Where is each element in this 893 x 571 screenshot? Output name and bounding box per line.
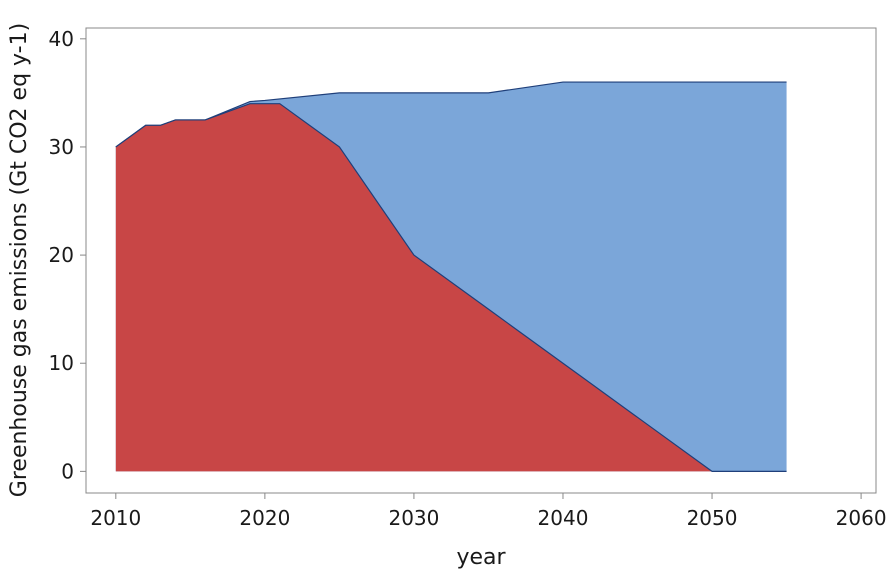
- x-axis-title: year: [456, 545, 506, 570]
- y-tick-label: 0: [61, 459, 74, 483]
- y-axis: 0 10 20 30 40: [49, 27, 86, 483]
- x-axis: 2010 2020 2030 2040 2050 2060: [90, 493, 887, 530]
- area-series-group: [115, 81, 787, 472]
- area-series-2: [115, 103, 787, 472]
- x-tick-label: 2020: [239, 506, 290, 530]
- y-tick-label: 10: [49, 351, 74, 375]
- x-tick-label: 2040: [538, 506, 589, 530]
- area-series-2-outline: [115, 103, 787, 472]
- x-tick-label: 2050: [687, 506, 738, 530]
- y-axis-title: Greenhouse gas emissions (Gt CO2 eq y-1): [7, 23, 32, 497]
- x-tick-label: 2060: [836, 506, 887, 530]
- y-tick-label: 30: [49, 135, 74, 159]
- y-tick-label: 40: [49, 27, 74, 51]
- x-tick-label: 2030: [388, 506, 439, 530]
- y-tick-label: 20: [49, 243, 74, 267]
- x-tick-label: 2010: [90, 506, 141, 530]
